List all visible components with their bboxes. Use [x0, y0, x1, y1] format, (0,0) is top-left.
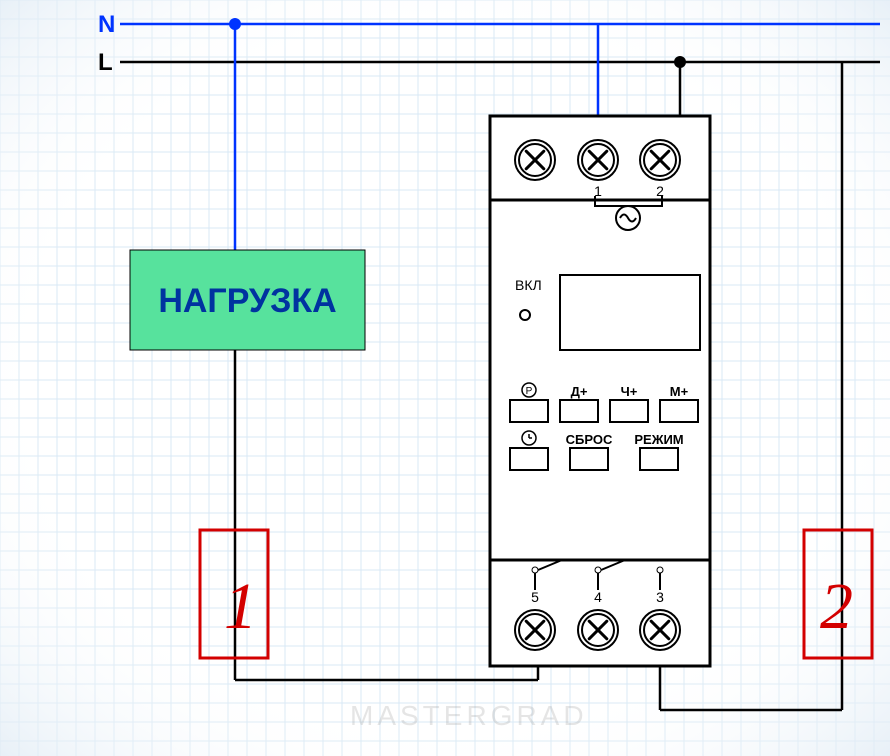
p-icon-letter: Р [526, 386, 533, 397]
row1-label-2: Ч+ [621, 384, 638, 399]
row2-button-0[interactable] [510, 448, 548, 470]
row2-button-1[interactable] [570, 448, 608, 470]
terminal-bottom-3-label: 3 [656, 589, 664, 605]
row2-label-1: СБРОС [566, 432, 613, 447]
row1-button-2[interactable] [610, 400, 648, 422]
row1-label-1: Д+ [571, 384, 588, 399]
row1-button-3[interactable] [660, 400, 698, 422]
terminal-bottom-5-label: 5 [531, 589, 539, 605]
row1-label-3: М+ [670, 384, 689, 399]
junction-l [674, 56, 686, 68]
load-box-label: НАГРУЗКА [158, 282, 336, 320]
red-zone-2-numeral: 2 [820, 570, 853, 643]
label-l: L [98, 49, 113, 76]
row1-button-1[interactable] [560, 400, 598, 422]
vkl-label: ВКЛ [515, 277, 542, 293]
label-n: N [98, 11, 115, 38]
row2-button-2[interactable] [640, 448, 678, 470]
vignette [0, 0, 890, 756]
junction-n [229, 18, 241, 30]
device-display [560, 275, 700, 350]
watermark-text: MASTERGRAD [350, 700, 588, 732]
row2-label-2: РЕЖИМ [634, 432, 683, 447]
terminal-bottom-4-label: 4 [594, 589, 602, 605]
red-zone-1-numeral: 1 [224, 570, 257, 643]
row1-button-0[interactable] [510, 400, 548, 422]
device-body [490, 200, 710, 560]
